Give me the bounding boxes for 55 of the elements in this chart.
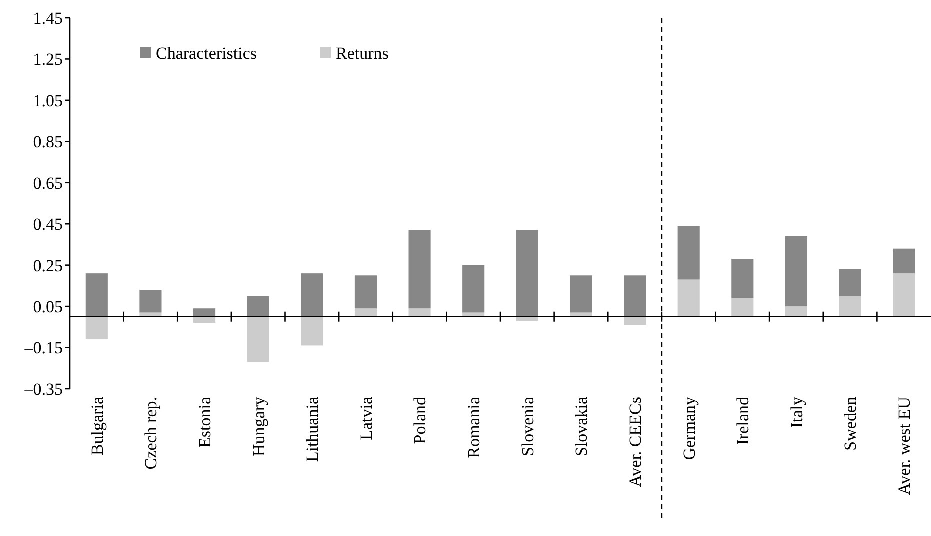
bar	[301, 274, 324, 317]
bar	[785, 306, 808, 317]
bar	[732, 298, 754, 317]
x-tick-label: Romania	[464, 396, 484, 458]
x-tick-label: Slovenia	[518, 396, 538, 456]
bar	[839, 296, 862, 317]
bar	[732, 259, 754, 298]
bar	[570, 276, 592, 313]
bar	[247, 296, 270, 317]
y-tick-label: –0.35	[24, 380, 63, 399]
x-tick-label: Aver. CEECs	[626, 397, 645, 488]
x-tick-label: Estonia	[195, 396, 214, 448]
y-tick-label: 1.45	[33, 8, 63, 28]
legend-label: Returns	[336, 44, 389, 63]
bar	[839, 269, 862, 296]
y-tick-label: 0.85	[33, 132, 63, 152]
bar	[140, 290, 162, 313]
x-tick-label: Sweden	[841, 396, 860, 451]
bar	[893, 274, 916, 317]
y-tick-label: –0.15	[24, 338, 63, 358]
bar	[624, 276, 646, 317]
bar	[301, 316, 324, 346]
y-tick-label: 0.05	[33, 298, 63, 317]
bar	[462, 265, 485, 313]
y-tick-label: 0.45	[33, 215, 63, 234]
y-tick-label: 1.25	[33, 50, 63, 70]
bar	[893, 248, 916, 274]
bar	[408, 230, 431, 309]
y-tick-label: 0.25	[33, 256, 63, 276]
bar	[678, 280, 700, 317]
bar	[194, 308, 216, 317]
bar	[86, 274, 108, 317]
x-tick-label: Italy	[787, 396, 806, 428]
bar	[86, 316, 108, 340]
x-tick-label: Ireland	[734, 396, 753, 446]
bar	[408, 308, 431, 317]
bar	[354, 276, 377, 309]
x-tick-label: Bulgaria	[88, 396, 107, 456]
y-tick-label: 1.05	[33, 91, 63, 110]
x-tick-label: Lithuania	[303, 396, 322, 462]
bar	[516, 230, 538, 317]
bar	[247, 316, 270, 362]
bar	[624, 316, 646, 326]
x-tick-label: Aver. west EU	[895, 397, 914, 496]
bar	[354, 308, 377, 317]
bar	[785, 236, 808, 307]
x-tick-label: Latvia	[356, 396, 376, 440]
x-tick-label: Germany	[680, 396, 699, 460]
x-tick-label: Czech rep.	[142, 397, 161, 470]
legend-label: Characteristics	[156, 44, 258, 63]
x-tick-label: Poland	[410, 396, 430, 444]
y-tick-label: 0.65	[33, 174, 63, 193]
bar	[678, 226, 700, 280]
x-tick-label: Hungary	[249, 396, 268, 456]
x-tick-label: Slovakia	[572, 396, 592, 456]
